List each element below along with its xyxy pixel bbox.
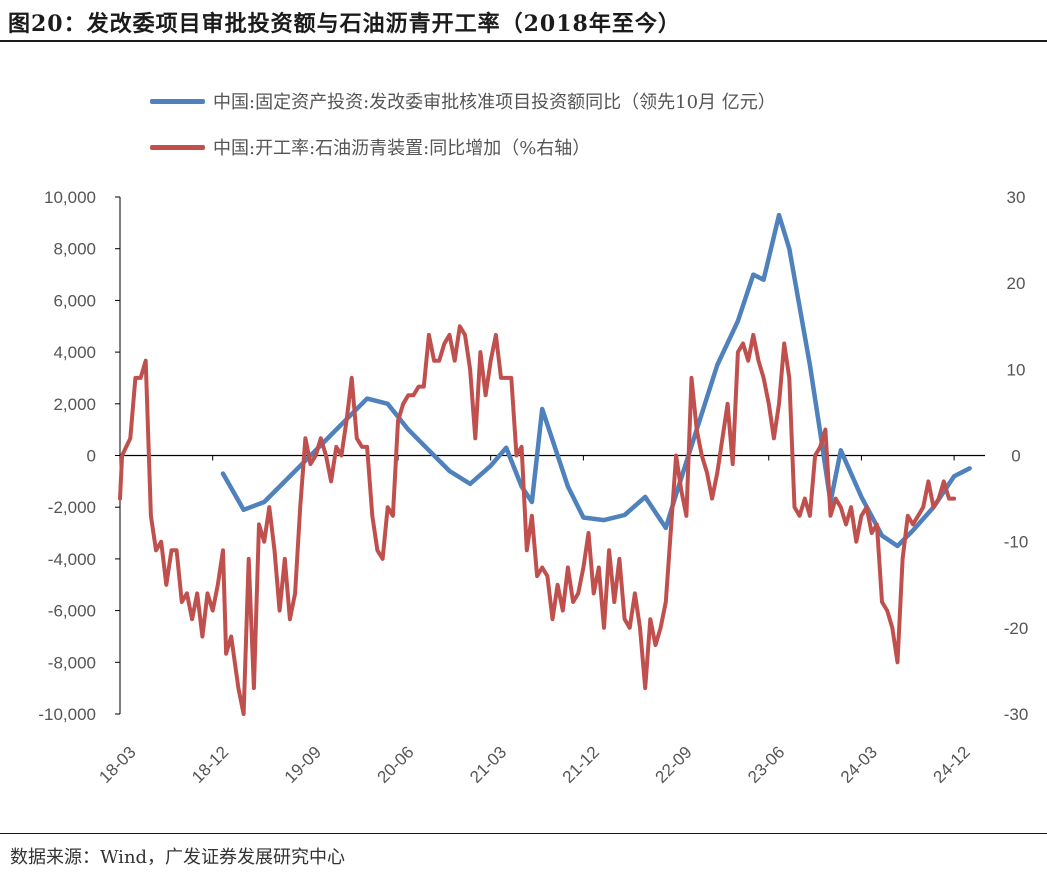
- x-tick-label: 23-06: [744, 743, 788, 787]
- y-right-tick-label: 0: [1011, 447, 1020, 466]
- legend-label-blue: 中国:固定资产投资:发改委审批核准项目投资额同比（领先10月 亿元）: [213, 92, 776, 113]
- y-right-tick-label: 20: [1007, 274, 1026, 293]
- chart-title: 图20：发改委项目审批投资额与石油沥青开工率（2018年至今）: [8, 11, 681, 37]
- y-left-tick-label: -2,000: [48, 498, 96, 517]
- y-left-tick-label: -8,000: [48, 653, 96, 672]
- y-left-tick-label: 2,000: [53, 395, 96, 414]
- y-left-tick-label: 6,000: [53, 291, 96, 310]
- legend-item-blue: 中国:固定资产投资:发改委审批核准项目投资额同比（领先10月 亿元）: [150, 88, 776, 114]
- x-tick-label: 18-12: [188, 743, 232, 787]
- x-tick-label: 19-09: [281, 743, 325, 787]
- legend-swatch-red: [150, 144, 205, 150]
- series-blue-line: [220, 212, 972, 549]
- x-tick-label: 24-03: [837, 743, 881, 787]
- y-right-tick-label: 30: [1007, 188, 1026, 207]
- legend-label-red: 中国:开工率:石油沥青装置:同比增加（%右轴）: [213, 138, 591, 159]
- y-right-tick-label: 10: [1007, 360, 1026, 379]
- footer-rule: [0, 833, 1047, 834]
- x-tick-label: 24-12: [930, 743, 974, 787]
- y-right-tick-label: -20: [1004, 619, 1029, 638]
- title-bar: 图20：发改委项目审批投资额与石油沥青开工率（2018年至今）: [0, 0, 1047, 42]
- y-right-tick-label: -10: [1004, 533, 1029, 552]
- y-left-tick-label: 10,000: [44, 188, 96, 207]
- x-tick-label: 18-03: [95, 743, 139, 787]
- legend-item-red: 中国:开工率:石油沥青装置:同比增加（%右轴）: [150, 134, 590, 160]
- series-red-line: [118, 324, 957, 716]
- y-left-tick-label: -10,000: [38, 705, 96, 724]
- x-tick-label: 21-12: [559, 743, 603, 787]
- y-left-tick-label: -6,000: [48, 602, 96, 621]
- y-left-tick-label: 8,000: [53, 240, 96, 259]
- title-rule: [0, 40, 1047, 42]
- y-left-tick-label: -4,000: [48, 550, 96, 569]
- legend-swatch-blue: [150, 98, 205, 104]
- x-tick-label: 22-09: [652, 743, 696, 787]
- y-left-tick-label: 4,000: [53, 343, 96, 362]
- x-tick-label: 20-06: [373, 743, 417, 787]
- x-tick-label: 21-03: [466, 743, 510, 787]
- y-left-tick-label: 0: [87, 447, 96, 466]
- source-note: 数据来源：Wind，广发证券发展研究中心: [10, 847, 346, 868]
- y-right-tick-label: -30: [1004, 705, 1029, 724]
